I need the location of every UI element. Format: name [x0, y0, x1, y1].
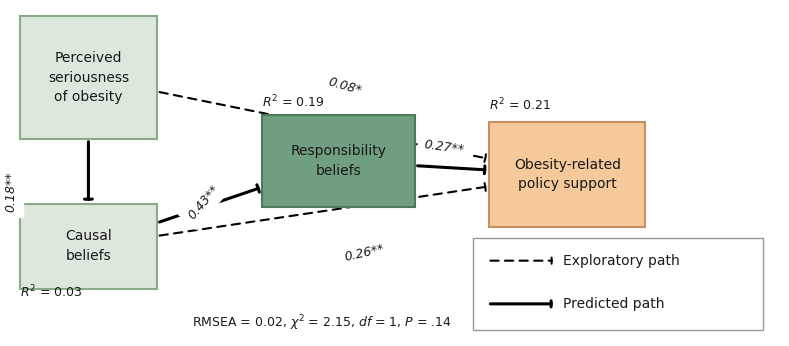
- Text: $R^2$ = 0.03: $R^2$ = 0.03: [20, 284, 83, 301]
- Text: 0.08*: 0.08*: [326, 75, 363, 97]
- Text: Causal
beliefs: Causal beliefs: [65, 229, 112, 263]
- Text: Exploratory path: Exploratory path: [563, 254, 680, 268]
- Text: 0.18**: 0.18**: [4, 172, 17, 212]
- Text: Perceived
seriousness
of obesity: Perceived seriousness of obesity: [48, 51, 129, 104]
- Text: Predicted path: Predicted path: [563, 297, 665, 311]
- Text: Responsibility
beliefs: Responsibility beliefs: [290, 144, 387, 178]
- FancyBboxPatch shape: [20, 204, 157, 289]
- FancyBboxPatch shape: [489, 122, 645, 227]
- Text: Obesity-related
policy support: Obesity-related policy support: [514, 158, 621, 191]
- Text: 0.26**: 0.26**: [343, 242, 385, 264]
- FancyBboxPatch shape: [20, 16, 157, 139]
- Text: $R^2$ = 0.21: $R^2$ = 0.21: [489, 97, 551, 113]
- FancyBboxPatch shape: [263, 115, 415, 207]
- Text: $R^2$ = 0.19: $R^2$ = 0.19: [263, 93, 325, 110]
- Text: 0.43**: 0.43**: [185, 182, 222, 222]
- Text: RMSEA = 0.02, $\chi^2$ = 2.15, $df$ = 1, $P$ = .14: RMSEA = 0.02, $\chi^2$ = 2.15, $df$ = 1,…: [192, 313, 452, 333]
- Text: 0.27**: 0.27**: [423, 138, 465, 157]
- FancyBboxPatch shape: [473, 238, 763, 330]
